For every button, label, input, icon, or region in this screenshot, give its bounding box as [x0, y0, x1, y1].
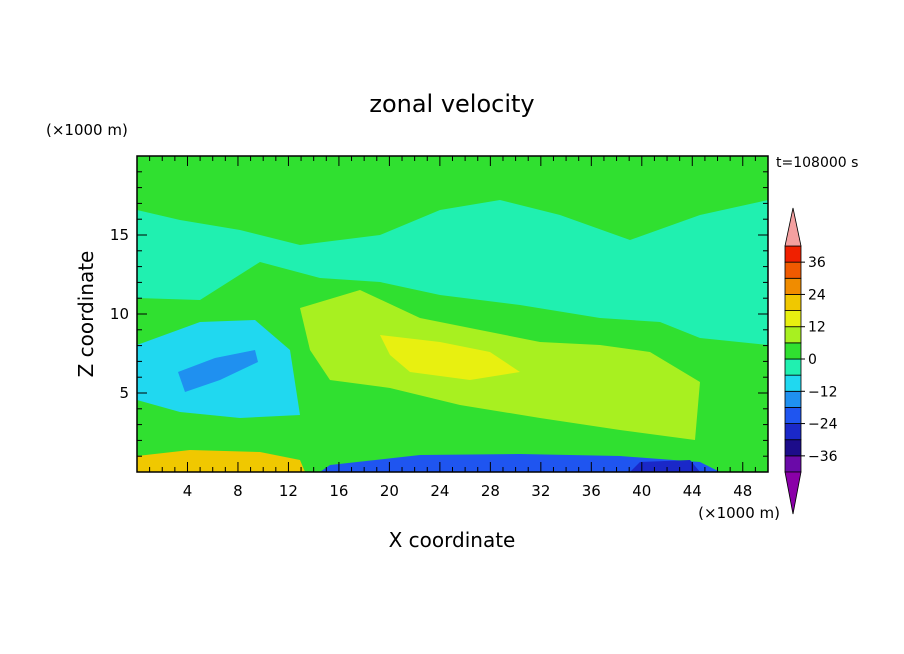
field-surface-negative [320, 454, 720, 472]
x-tick-label: 36 [582, 482, 601, 500]
field-surface-top [630, 460, 700, 472]
y-tick-label: 10 [110, 305, 129, 323]
colorbar-band [784, 358, 802, 376]
colorbar: 36 24 12 0 −12 −24 −36 [784, 207, 838, 515]
x-tick-label: 8 [233, 482, 243, 500]
colorbar-band [784, 455, 802, 473]
field-surface-positive [137, 450, 305, 472]
field-jet-inner [380, 335, 520, 380]
colorbar-band [784, 310, 802, 328]
colorbar-band [784, 277, 802, 295]
x-tick-label: 40 [632, 482, 651, 500]
time-label: t=108000 s [776, 155, 858, 171]
field-negative-core [178, 350, 258, 392]
colorbar-band [784, 407, 802, 424]
x-axis-ticks: 4 8 12 16 20 24 28 32 36 40 44 48 [149, 156, 756, 500]
x-tick-label: 32 [531, 482, 550, 500]
x-tick-label: 48 [733, 482, 752, 500]
colorbar-band [784, 423, 802, 441]
x-tick-label: 20 [380, 482, 399, 500]
colorbar-band [784, 294, 802, 311]
colorbar-band [784, 326, 802, 344]
x-tick-label: 28 [481, 482, 500, 500]
colorbar-band [784, 245, 802, 263]
contour-field [137, 156, 768, 472]
colorbar-band [784, 390, 802, 408]
y-unit-label: (×1000 m) [46, 121, 128, 139]
chart-title: zonal velocity [369, 90, 534, 118]
field-positive-upper [137, 156, 768, 245]
colorbar-tick-label: 12 [808, 320, 826, 336]
colorbar-over-arrow [784, 207, 802, 247]
colorbar-band [784, 261, 802, 279]
colorbar-band [784, 374, 802, 392]
colorbar-tick-label: 24 [808, 287, 826, 303]
colorbar-tick-label: 0 [808, 352, 817, 368]
colorbar-band [784, 439, 802, 457]
colorbar-tick-label: 36 [808, 255, 826, 271]
y-tick-label: 15 [110, 226, 129, 244]
colorbar-tick-label: −12 [808, 384, 838, 400]
y-axis-ticks: 5 10 15 [110, 171, 768, 457]
colorbar-tick-label: −24 [808, 417, 838, 433]
x-tick-label: 24 [430, 482, 449, 500]
colorbar-under-arrow [784, 471, 802, 515]
x-tick-label: 44 [683, 482, 702, 500]
colorbar-tick-label: −36 [808, 449, 838, 465]
x-tick-label: 16 [329, 482, 348, 500]
y-axis-label: Z coordinate [74, 251, 98, 378]
x-tick-label: 4 [183, 482, 193, 500]
x-unit-label: (×1000 m) [698, 504, 780, 522]
y-tick-label: 5 [119, 384, 129, 402]
x-tick-label: 12 [279, 482, 298, 500]
colorbar-band [784, 342, 802, 360]
x-axis-label: X coordinate [389, 528, 516, 552]
